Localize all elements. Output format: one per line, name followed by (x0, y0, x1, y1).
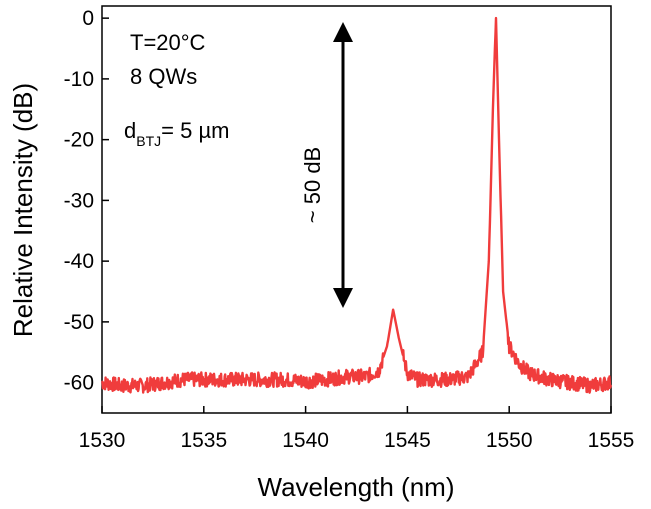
y-tick-label: 0 (82, 7, 94, 30)
x-axis-title: Wavelength (nm) (258, 472, 455, 502)
y-tick-label: -10 (64, 68, 94, 91)
temperature-annotation: T=20°C (130, 30, 206, 55)
y-tick-label: -20 (64, 129, 94, 152)
y-tick-label: -50 (64, 311, 94, 334)
x-tick-label: 1550 (486, 429, 533, 452)
spectrum-line (100, 16, 613, 394)
y-tick-label: -30 (64, 189, 94, 212)
x-tick-label: 1535 (180, 429, 227, 452)
arrow-head-down (333, 288, 353, 308)
btj-value: = 5 µm (161, 118, 229, 143)
y-tick-label: -40 (64, 250, 94, 273)
qw-annotation: 8 QWs (130, 64, 197, 89)
x-tick-label: 1555 (588, 429, 635, 452)
btj-subscript: BTJ (136, 133, 161, 149)
x-tick-label: 1540 (282, 429, 329, 452)
x-tick-label: 1545 (384, 429, 431, 452)
y-axis-title: Relative Intensity (dB) (8, 83, 38, 337)
arrow-head-up (333, 22, 353, 42)
y-tick-label: -60 (64, 372, 94, 395)
plot-frame (101, 5, 612, 414)
tick-labels: 1530 1535 1540 1545 1550 1555 0 -10 -20 -30 -40 -50… (64, 7, 635, 452)
range-label: ~ 50 dB (300, 147, 325, 223)
range-arrow (333, 22, 353, 308)
btj-d: d (124, 118, 136, 143)
x-tick-label: 1530 (79, 429, 126, 452)
btj-annotation: dBTJ= 5 µm (124, 118, 229, 149)
